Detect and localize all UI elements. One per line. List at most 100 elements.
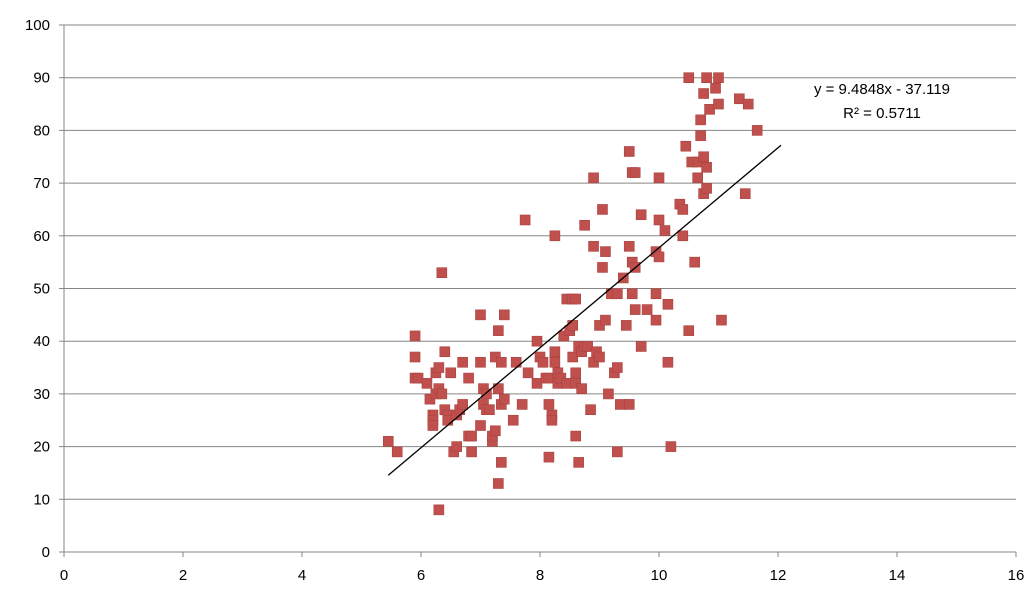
data-point-153 bbox=[710, 82, 721, 94]
data-point-68 bbox=[549, 230, 561, 242]
data-point-141 bbox=[689, 256, 701, 268]
data-point-82 bbox=[570, 430, 582, 442]
data-point-129 bbox=[653, 172, 665, 184]
data-point-92 bbox=[585, 404, 596, 416]
data-point-132 bbox=[662, 356, 674, 368]
y-tick-label-70: 70 bbox=[33, 175, 50, 192]
data-point-124 bbox=[650, 288, 662, 300]
data-point-147 bbox=[698, 88, 709, 99]
data-point-16 bbox=[436, 388, 448, 400]
x-tick-label-2: 2 bbox=[179, 567, 187, 584]
data-point-54 bbox=[510, 356, 522, 368]
data-point-45 bbox=[493, 383, 504, 394]
data-point-35 bbox=[475, 420, 486, 431]
data-point-121 bbox=[635, 209, 647, 221]
data-point-76 bbox=[561, 378, 573, 389]
data-point-89 bbox=[579, 219, 590, 231]
data-point-130 bbox=[659, 225, 671, 236]
data-point-114 bbox=[623, 399, 635, 410]
data-point-67 bbox=[546, 414, 558, 426]
data-point-15 bbox=[433, 504, 445, 516]
data-point-111 bbox=[620, 320, 632, 331]
data-point-56 bbox=[519, 214, 531, 226]
data-point-137 bbox=[680, 140, 692, 152]
y-tick-label-90: 90 bbox=[33, 70, 50, 87]
y-tick-label-30: 30 bbox=[33, 386, 50, 403]
trendline-equation: y = 9.4848x - 37.119 bbox=[814, 81, 950, 98]
data-point-155 bbox=[713, 98, 724, 110]
data-point-131 bbox=[662, 299, 674, 310]
data-point-139 bbox=[683, 325, 695, 336]
data-point-138 bbox=[683, 72, 695, 83]
data-point-150 bbox=[701, 72, 712, 83]
trendline bbox=[387, 144, 782, 476]
data-point-152 bbox=[704, 104, 715, 115]
x-tick-label-10: 10 bbox=[651, 567, 668, 584]
x-tick-label-0: 0 bbox=[60, 567, 68, 584]
data-point-113 bbox=[623, 241, 635, 252]
y-tick-label-100: 100 bbox=[25, 17, 50, 34]
data-point-31 bbox=[466, 446, 477, 458]
data-point-86 bbox=[573, 457, 584, 468]
data-point-158 bbox=[739, 188, 751, 199]
gridlines bbox=[64, 24, 1016, 500]
data-point-48 bbox=[496, 457, 507, 468]
y-tick-label-10: 10 bbox=[33, 491, 50, 508]
data-point-63 bbox=[543, 372, 555, 384]
data-point-34 bbox=[475, 356, 486, 368]
data-point-128 bbox=[653, 251, 665, 263]
data-point-6 bbox=[421, 378, 433, 389]
data-point-118 bbox=[629, 304, 641, 315]
y-tick-label-50: 50 bbox=[33, 281, 50, 298]
data-point-57 bbox=[522, 367, 534, 379]
x-tick-label-12: 12 bbox=[770, 567, 787, 584]
data-point-156 bbox=[716, 314, 727, 326]
data-point-122 bbox=[635, 341, 647, 352]
annotations: y = 9.4848x - 37.119 R² = 0.5711 bbox=[814, 81, 950, 122]
data-point-79 bbox=[567, 351, 579, 363]
trendline-group bbox=[387, 144, 782, 476]
x-tick-label-8: 8 bbox=[536, 567, 544, 584]
data-point-151 bbox=[701, 161, 712, 173]
data-point-145 bbox=[695, 130, 706, 141]
y-tick-label-80: 80 bbox=[33, 122, 50, 139]
data-point-70 bbox=[549, 356, 561, 368]
data-point-0 bbox=[382, 436, 394, 447]
data-point-2 bbox=[409, 330, 421, 342]
data-point-47 bbox=[493, 478, 504, 489]
data-point-10 bbox=[427, 420, 439, 431]
x-tick-label-6: 6 bbox=[417, 567, 425, 584]
data-point-123 bbox=[641, 304, 653, 315]
data-point-97 bbox=[594, 351, 605, 363]
data-point-133 bbox=[665, 441, 677, 452]
data-point-148 bbox=[698, 151, 709, 163]
data-point-58 bbox=[531, 335, 543, 347]
data-point-46 bbox=[493, 325, 504, 336]
data-point-115 bbox=[626, 288, 638, 300]
data-point-55 bbox=[516, 399, 528, 410]
data-point-40 bbox=[484, 404, 495, 416]
data-point-18 bbox=[439, 346, 451, 358]
y-tick-label-20: 20 bbox=[33, 439, 50, 456]
data-points bbox=[382, 72, 763, 516]
data-point-27 bbox=[457, 356, 468, 368]
y-tick-label-40: 40 bbox=[33, 333, 50, 350]
data-point-1 bbox=[391, 446, 403, 458]
data-point-100 bbox=[597, 262, 608, 273]
data-point-32 bbox=[466, 430, 477, 442]
data-point-61 bbox=[537, 356, 549, 368]
data-point-38 bbox=[481, 388, 492, 400]
data-point-53 bbox=[507, 414, 519, 426]
data-point-106 bbox=[612, 288, 623, 300]
data-point-13 bbox=[433, 362, 445, 373]
tick-labels: 0 10 20 30 40 50 60 70 80 90 100 0 2 4 6 8 10 12 14 16 bbox=[25, 17, 1024, 584]
data-point-126 bbox=[650, 314, 662, 326]
data-point-103 bbox=[603, 388, 614, 400]
data-point-101 bbox=[600, 246, 611, 257]
x-tick-label-16: 16 bbox=[1008, 567, 1024, 584]
x-tick-label-14: 14 bbox=[889, 567, 906, 584]
data-point-80 bbox=[567, 320, 579, 331]
data-point-93 bbox=[588, 172, 599, 184]
